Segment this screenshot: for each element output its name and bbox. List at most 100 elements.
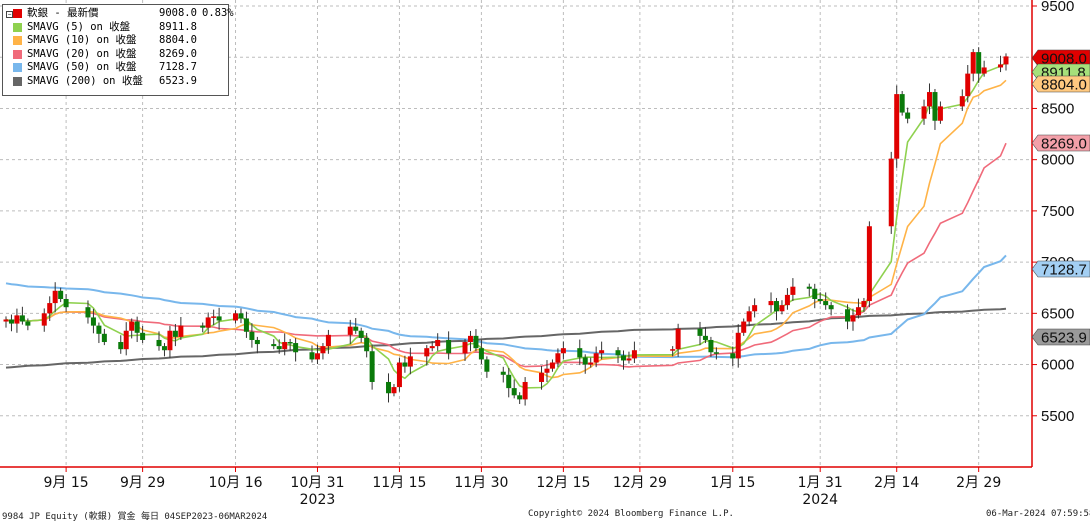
candle-body: [101, 333, 107, 343]
candle: [998, 55, 1004, 73]
candle: [424, 345, 430, 366]
candle: [894, 85, 900, 168]
candle: [861, 297, 867, 312]
legend-value: 8911.8: [159, 20, 197, 33]
candle: [713, 347, 719, 360]
candle: [478, 339, 484, 365]
candle-body: [926, 92, 932, 107]
candle-body: [364, 337, 370, 352]
candle: [773, 297, 779, 321]
candle: [697, 321, 703, 346]
candle: [905, 107, 911, 124]
candle: [593, 346, 599, 368]
candle-body: [741, 321, 747, 333]
x-axis-ticks: 9月 15 9月 29 10月 16 10月 31 11月 15 11月 30 12月 15…: [44, 467, 1001, 508]
candle: [178, 317, 184, 340]
candle: [314, 344, 320, 365]
sma200-swatch: [13, 76, 22, 86]
candle: [702, 327, 708, 344]
candle-body: [894, 94, 900, 159]
candle: [123, 322, 129, 356]
candle-body: [599, 350, 605, 354]
sma20-swatch: [13, 49, 22, 59]
candle: [386, 373, 392, 403]
legend-label: 軟銀 - 最新價: [27, 7, 99, 19]
legend-value: 7128.7: [159, 61, 197, 74]
candle: [396, 357, 402, 392]
candle-body: [123, 330, 129, 350]
candle-body: [845, 309, 851, 322]
candle-body: [790, 286, 796, 295]
candle-body: [369, 351, 375, 382]
candle: [320, 343, 326, 360]
candle-body: [615, 350, 621, 356]
candle: [544, 360, 550, 382]
legend-row-sma200: SMAVG (200) on 收盤 6523.9: [7, 75, 228, 89]
candle-body: [3, 319, 9, 322]
candle: [238, 308, 244, 324]
y-tick-label: 9500: [1041, 0, 1074, 15]
legend-row-sma10: SMAVG (10) on 收盤 8804.0: [7, 34, 228, 48]
candle: [233, 310, 239, 324]
candle: [3, 316, 9, 328]
candle: [517, 392, 523, 404]
candle: [670, 346, 676, 357]
candle-body: [823, 301, 829, 306]
last-value-tag: 8804.0: [1031, 75, 1090, 94]
candle-body: [249, 331, 255, 340]
legend-row-sma50: SMAVG (50) on 收盤 7128.7: [7, 61, 228, 75]
candle: [970, 49, 976, 82]
candle: [790, 278, 796, 302]
collapse-icon[interactable]: −: [6, 11, 13, 18]
legend-label: SMAVG (20) on 收盤: [27, 47, 137, 60]
candle-body: [817, 298, 823, 302]
axes: [0, 0, 1033, 468]
candle: [129, 318, 135, 339]
candle-body: [500, 371, 506, 375]
legend-value: 6523.9: [159, 74, 197, 87]
candle-body: [549, 362, 555, 369]
candle: [25, 318, 31, 331]
candle: [828, 302, 834, 316]
candle-body: [386, 381, 392, 394]
candle: [353, 318, 359, 334]
candle-body: [446, 339, 452, 354]
candle-body: [697, 328, 703, 336]
candle: [932, 88, 938, 130]
candle-body: [478, 348, 484, 360]
candle-body: [560, 348, 566, 354]
candle-body: [965, 73, 971, 97]
candle: [407, 347, 413, 375]
tag-shape: [1031, 49, 1090, 67]
candle: [8, 314, 14, 332]
candle-body: [861, 301, 867, 308]
sma5-line: [5, 62, 1007, 389]
candle-body: [544, 368, 550, 373]
candle-body: [429, 346, 435, 349]
x-tick-label: 9月 29: [120, 475, 165, 491]
candle: [58, 287, 64, 303]
candle-body: [517, 395, 523, 400]
candle: [473, 329, 479, 352]
candle: [254, 336, 260, 354]
candle: [101, 328, 107, 346]
candle: [358, 327, 364, 343]
candle-body: [314, 353, 320, 360]
tag-value: 8804.0: [1041, 77, 1087, 94]
sma200-line: [5, 307, 1007, 369]
candle-body: [921, 106, 927, 119]
candle-body: [998, 64, 1004, 68]
candle: [1003, 53, 1009, 71]
y-tick-label: 7500: [1041, 203, 1074, 220]
x-tick-label: 12月 29: [613, 475, 667, 491]
candle-body: [435, 339, 441, 347]
candle: [435, 333, 441, 351]
candle-body: [522, 381, 528, 400]
candle: [364, 333, 370, 358]
candle-body: [211, 316, 217, 318]
candle-body: [970, 52, 976, 74]
sma50-swatch: [13, 63, 22, 73]
candle: [577, 339, 583, 366]
candle-body: [391, 387, 397, 394]
tag-value: 8269.0: [1041, 136, 1087, 153]
